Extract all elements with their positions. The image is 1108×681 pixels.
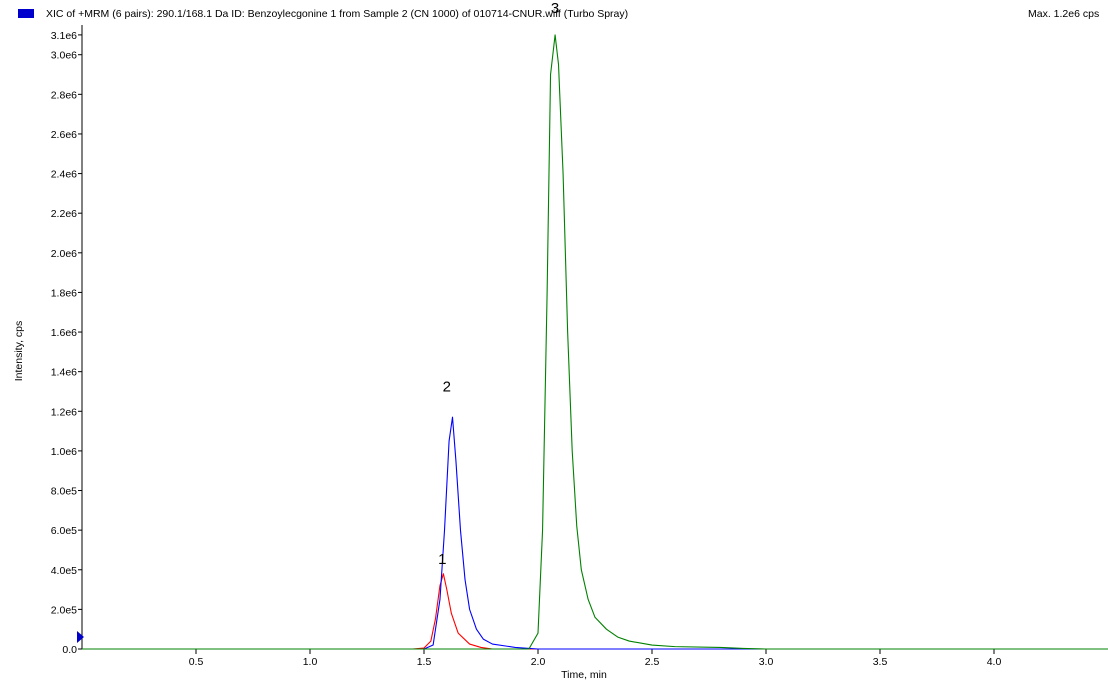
peak-label-1: 1 [438, 551, 446, 568]
peak-label-3: 3 [551, 0, 559, 17]
peak-label-2: 2 [443, 378, 451, 395]
y-tick-label: 2.8e6 [51, 89, 77, 101]
x-tick-label: 4.0 [987, 656, 1002, 668]
y-tick-label: 8.0e5 [51, 486, 77, 498]
y-tick-label: 1.0e6 [51, 446, 77, 458]
chart-title: XIC of +MRM (6 pairs): 290.1/168.1 Da ID… [46, 8, 628, 20]
series-line-1 [82, 573, 1108, 650]
y-tick-label: 0.0 [62, 644, 77, 656]
axis-marker-icon [77, 631, 84, 643]
y-axis-label: Intensity, cps [13, 321, 25, 382]
peak-annotations: 1 2 3 [438, 0, 559, 568]
y-tick-label: 6.0e5 [51, 525, 77, 537]
y-tick-label: 2.4e6 [51, 169, 77, 181]
x-tick-label: 3.5 [873, 656, 888, 668]
x-tick-label: 1.5 [417, 656, 432, 668]
x-tick-label: 2.5 [645, 656, 660, 668]
y-tick-label: 1.8e6 [51, 287, 77, 299]
y-tick-label: 3.1e6 [51, 30, 77, 42]
series-line-2 [82, 416, 1108, 650]
x-tick-label: 1.0 [303, 656, 318, 668]
y-ticks: 0.0 2.0e5 4.0e5 6.0e5 8.0e5 1.0e6 1.2e6 1.4e6 1.… [51, 30, 82, 656]
series-lines [82, 34, 1108, 650]
y-tick-label: 3.0e6 [51, 50, 77, 62]
y-tick-label: 2.0e5 [51, 604, 77, 616]
series-color-marker [18, 9, 34, 18]
max-intensity-label: Max. 1.2e6 cps [1028, 8, 1099, 20]
y-tick-label: 1.6e6 [51, 327, 77, 339]
series-line-3 [82, 34, 1108, 650]
x-tick-label: 3.0 [759, 656, 774, 668]
x-ticks: 0.5 1.0 1.5 2.0 2.5 3.0 3.5 4.0 [189, 649, 1002, 668]
y-tick-label: 1.2e6 [51, 406, 77, 418]
y-tick-label: 1.4e6 [51, 367, 77, 379]
x-tick-label: 2.0 [531, 656, 546, 668]
y-tick-label: 2.6e6 [51, 129, 77, 141]
y-tick-label: 4.0e5 [51, 565, 77, 577]
y-tick-label: 2.0e6 [51, 248, 77, 260]
x-axis-label: Time, min [561, 669, 607, 681]
y-tick-label: 2.2e6 [51, 208, 77, 220]
x-tick-label: 0.5 [189, 656, 204, 668]
